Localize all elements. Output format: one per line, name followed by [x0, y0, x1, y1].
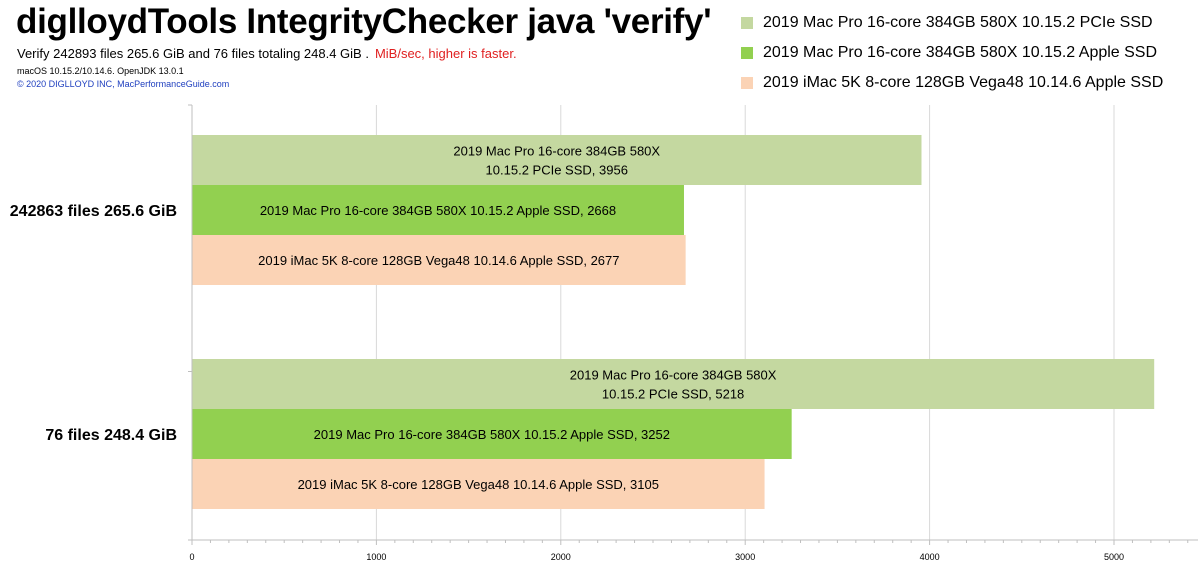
- bar-1-0: [192, 359, 1155, 409]
- x-tick-label-1000: 1000: [366, 552, 386, 562]
- x-tick-label-5000: 5000: [1104, 552, 1124, 562]
- bar-label-0-1: 2019 Mac Pro 16-core 384GB 580X 10.15.2 …: [260, 203, 616, 218]
- legend-swatch-imac-apple: [741, 77, 753, 89]
- legend-label-imac-apple: 2019 iMac 5K 8-core 128GB Vega48 10.14.6…: [763, 74, 1164, 91]
- bar-0-0: [192, 135, 922, 185]
- legend-swatch-macpro-pcie: [741, 17, 753, 29]
- environment-note: macOS 10.15.2/10.14.6. OpenJDK 13.0.1: [17, 66, 184, 76]
- x-tick-label-2000: 2000: [551, 552, 571, 562]
- x-tick-label-3000: 3000: [735, 552, 755, 562]
- bar-1-1: [192, 409, 792, 459]
- copyright-note: © 2020 DIGLLOYD INC, MacPerformanceGuide…: [17, 79, 230, 89]
- bar-label-1-0: 2019 Mac Pro 16-core 384GB 580X: [570, 368, 777, 383]
- bar-label-0-0: 2019 Mac Pro 16-core 384GB 580X: [453, 144, 660, 159]
- bar-label-1-1: 2019 Mac Pro 16-core 384GB 580X 10.15.2 …: [314, 427, 670, 442]
- bar-label-0-2: 2019 iMac 5K 8-core 128GB Vega48 10.14.6…: [258, 253, 619, 268]
- subtitle-units-note: MiB/sec, higher is faster.: [374, 46, 517, 61]
- legend-swatch-macpro-apple: [741, 47, 753, 59]
- bar-label-1-2: 2019 iMac 5K 8-core 128GB Vega48 10.14.6…: [298, 477, 659, 492]
- chart-subtitle: Verify 242893 files 265.6 GiB and 76 fil…: [17, 46, 517, 61]
- legend-label-macpro-apple: 2019 Mac Pro 16-core 384GB 580X 10.15.2 …: [763, 44, 1158, 61]
- category-label-1: 76 files 248.4 GiB: [45, 427, 177, 444]
- legend-label-macpro-pcie: 2019 Mac Pro 16-core 384GB 580X 10.15.2 …: [763, 14, 1153, 31]
- chart-legend: 2019 Mac Pro 16-core 384GB 580X 10.15.2 …: [741, 8, 1163, 98]
- bar-0-2: [192, 235, 686, 285]
- bar-label-1-0: 10.15.2 PCIe SSD, 5218: [602, 387, 744, 402]
- bar-label-0-0: 10.15.2 PCIe SSD, 3956: [486, 163, 628, 178]
- x-tick-label-0: 0: [189, 552, 194, 562]
- bar-0-1: [192, 185, 684, 235]
- legend-item-macpro-pcie: 2019 Mac Pro 16-core 384GB 580X 10.15.2 …: [741, 8, 1163, 38]
- legend-item-macpro-apple: 2019 Mac Pro 16-core 384GB 580X 10.15.2 …: [741, 38, 1163, 68]
- category-label-0: 242863 files 265.6 GiB: [10, 203, 177, 220]
- legend-item-imac-apple: 2019 iMac 5K 8-core 128GB Vega48 10.14.6…: [741, 68, 1163, 98]
- subtitle-text: Verify 242893 files 265.6 GiB and 76 fil…: [17, 46, 369, 61]
- bar-1-2: [192, 459, 765, 509]
- chart-title: diglloydTools IntegrityChecker java 'ver…: [16, 2, 712, 41]
- x-tick-label-4000: 4000: [920, 552, 940, 562]
